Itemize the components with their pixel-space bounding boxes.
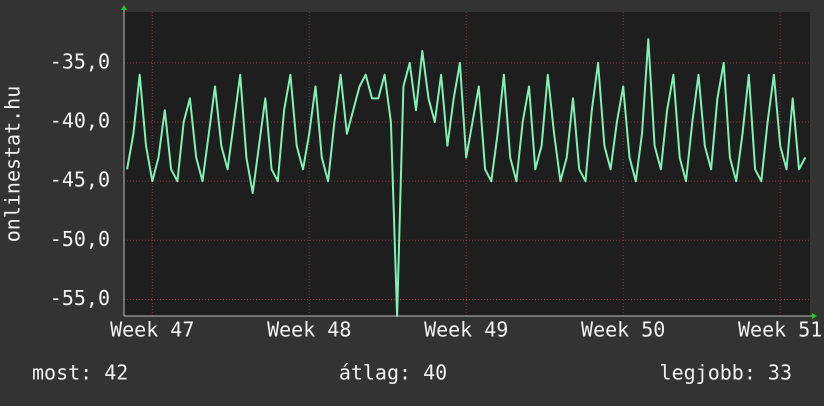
- legend-best: legjobb: 33: [660, 361, 792, 385]
- y-tick-label: -35,0: [50, 49, 110, 73]
- y-tick-label: -50,0: [50, 227, 110, 251]
- x-axis-arrow: [812, 313, 817, 319]
- legend-average: átlag: 40: [339, 361, 447, 385]
- y-tick-label: -45,0: [50, 168, 110, 192]
- y-axis-arrow: [121, 5, 127, 10]
- x-tick-label: Week 47: [110, 318, 194, 342]
- y-tick-label: -40,0: [50, 109, 110, 133]
- legend-now: most: 42: [32, 361, 128, 385]
- y-axis-label: onlinestat.hu: [1, 86, 25, 243]
- data-line: [126, 38, 807, 317]
- x-tick-label: Week 49: [424, 318, 508, 342]
- x-tick-label: Week 50: [581, 318, 665, 342]
- x-tick-label: Week 48: [267, 318, 351, 342]
- x-tick-label: Week 51: [738, 318, 822, 342]
- y-tick-label: -55,0: [50, 286, 110, 310]
